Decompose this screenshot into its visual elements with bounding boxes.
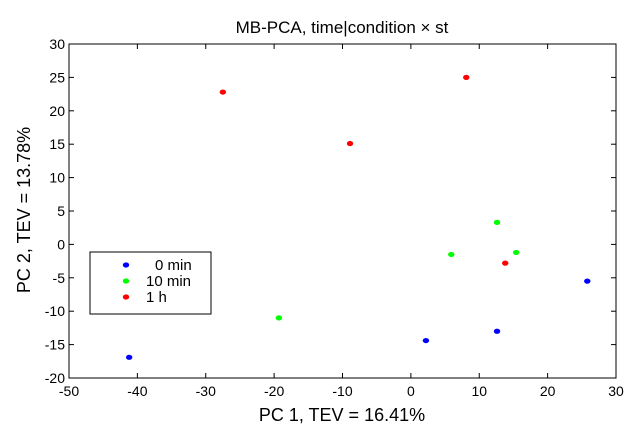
x-tick-label: -50 <box>59 383 79 399</box>
x-tick-label: 10 <box>471 383 487 399</box>
y-tick-label: 15 <box>49 136 65 152</box>
y-tick-label: 30 <box>49 36 65 52</box>
x-tick-label: -40 <box>127 383 147 399</box>
y-tick-label: -15 <box>45 337 65 353</box>
legend-box <box>89 251 212 315</box>
y-tick-label: -20 <box>45 370 65 386</box>
data-point <box>512 249 520 256</box>
x-tick-label: -10 <box>332 383 352 399</box>
x-axis-label: PC 1, TEV = 16.41% <box>259 405 425 425</box>
data-point <box>346 140 354 147</box>
legend-marker <box>122 294 130 300</box>
chart-title: MB-PCA, time|condition × st <box>236 18 449 37</box>
x-tick-label: -20 <box>264 383 284 399</box>
legend-marker <box>122 262 130 268</box>
x-tick-label: 20 <box>540 383 556 399</box>
data-point <box>448 251 455 258</box>
data-point <box>422 337 430 344</box>
y-tick-label: 5 <box>57 203 65 219</box>
data-points <box>125 74 591 360</box>
y-tick-label: -10 <box>45 303 65 319</box>
y-axis: -20 -15 -10 -5 0 5 10 15 20 25 30 <box>45 36 616 386</box>
data-point <box>463 74 470 80</box>
y-tick-label: 0 <box>57 236 65 252</box>
data-point <box>502 260 509 266</box>
legend-marker <box>122 278 130 284</box>
data-point <box>219 89 227 95</box>
y-tick-label: 20 <box>49 103 65 119</box>
data-point <box>275 315 283 321</box>
data-point <box>493 328 501 334</box>
data-point <box>584 278 591 284</box>
legend-label: 1 h <box>146 289 167 306</box>
legend-label: 10 min <box>146 273 191 290</box>
y-tick-label: 10 <box>49 170 65 186</box>
x-tick-label: 0 <box>407 383 415 399</box>
x-axis: -50 -40 -30 -20 -10 0 10 20 30 <box>59 44 624 399</box>
y-tick-label: -5 <box>53 270 66 286</box>
legend-label: 0 min <box>155 257 192 274</box>
y-axis-label: PC 2, TEV = 13.78% <box>14 127 34 293</box>
data-point <box>125 354 133 360</box>
data-point <box>493 219 501 225</box>
x-tick-label: -30 <box>196 383 216 399</box>
x-tick-label: 30 <box>608 383 624 399</box>
y-tick-label: 25 <box>49 69 65 85</box>
plot-area <box>68 43 617 379</box>
